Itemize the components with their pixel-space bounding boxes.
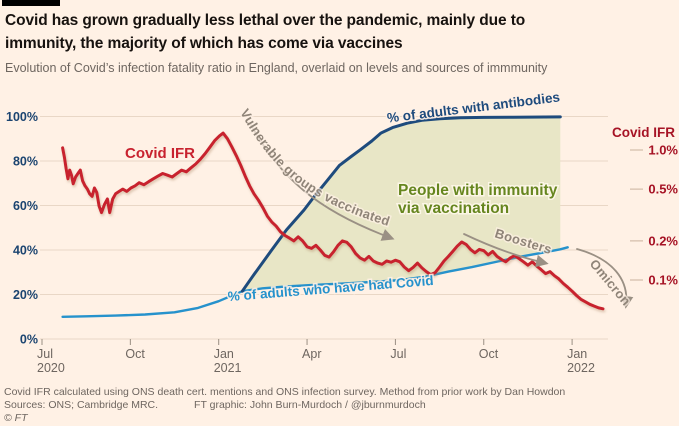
immunity-area [242, 116, 561, 292]
x-axis-tick-label: Oct [479, 347, 499, 361]
x-axis-tick-year: 2022 [567, 361, 595, 375]
chart-subtitle: Evolution of Covid’s infection fatality … [5, 61, 548, 75]
immunity-area-label-line1: People with immunity [398, 182, 558, 199]
footer-credit: FT graphic: John Burn-Murdoch / @jburnmu… [194, 399, 426, 411]
omicron-label: Omicron [587, 256, 634, 308]
x-axis-tick-label: Jul [390, 347, 406, 361]
title-line-2: immunity, the majority of which has come… [5, 35, 403, 52]
covid-ifr-line-label: Covid IFR [125, 145, 195, 162]
x-axis-tick-year: 2021 [214, 361, 242, 375]
y-axis-tick-label: 100% [6, 110, 38, 124]
antibodies-line [240, 115, 562, 293]
vulnerable-groups-arrow-icon [250, 124, 395, 241]
y-axis-tick-label: 0% [20, 333, 38, 347]
footer-copyright: © FT [4, 412, 28, 424]
x-axis-tick-label: Jan [567, 347, 587, 361]
immunity-area-fill [242, 116, 561, 292]
immunity-area-label-line2: via vaccination [398, 200, 509, 217]
title-line-1: Covid has grown gradually less lethal ov… [5, 12, 526, 29]
omicron-arrow-icon [576, 248, 634, 309]
x-axis-tick-year: 2020 [37, 361, 65, 375]
x-axis-tick-label: Jul [37, 347, 53, 361]
boosters-arrow-icon [463, 233, 549, 268]
footer-sources: Sources: ONS; Cambridge MRC. [4, 399, 159, 411]
right-axis-title: Covid IFR [612, 125, 675, 140]
right-axis-tick-label: 0.1% [648, 273, 678, 288]
y-axis-tick-label: 60% [13, 199, 38, 213]
data-series [61, 115, 605, 318]
footer-note: Covid IFR calculated using ONS death cer… [4, 386, 566, 398]
ifr-line [61, 131, 605, 311]
page-title: Covid has grown gradually less lethal ov… [5, 9, 525, 55]
x-axis-tick-label: Jan [214, 347, 234, 361]
ft-top-bar [2, 0, 60, 6]
y-axis-tick-label: 80% [13, 155, 38, 169]
right-axis-tick-label: 0.5% [648, 182, 678, 197]
right-axis-tick-label: 0.2% [648, 233, 678, 248]
y-axis-tick-label: 20% [13, 288, 38, 302]
chart-footer: Covid IFR calculated using ONS death cer… [4, 386, 565, 425]
right-axis-tick-label: 1.0% [648, 143, 678, 158]
x-axis-tick-label: Oct [125, 347, 145, 361]
x-axis-tick-label: Apr [302, 347, 321, 361]
y-axis-tick-label: 40% [13, 244, 38, 258]
